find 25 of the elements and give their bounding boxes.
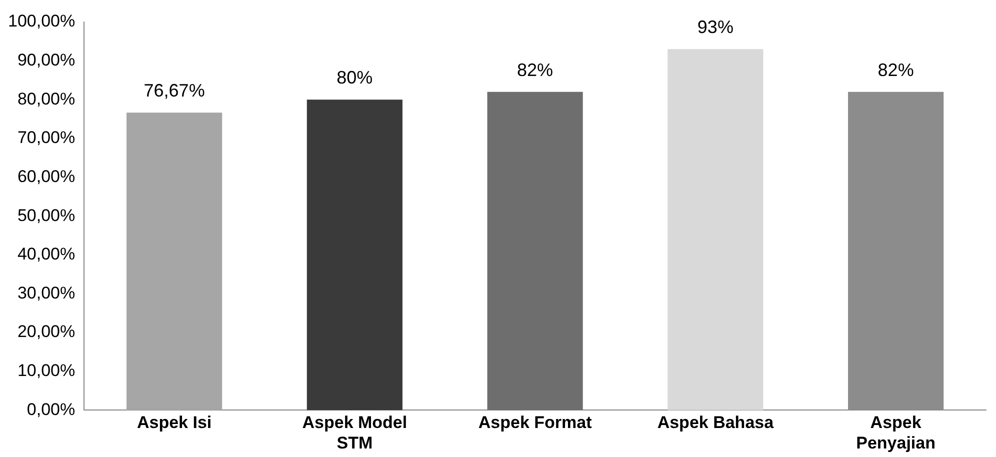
y-tick-label: 60,00% — [17, 166, 76, 186]
data-label: 80% — [336, 68, 373, 88]
y-tick-label: 30,00% — [17, 283, 76, 302]
data-label: 93% — [697, 17, 734, 38]
data-label: 82% — [517, 60, 554, 80]
y-tick-label: 10,00% — [17, 361, 76, 380]
y-tick-label: 50,00% — [17, 206, 76, 225]
y-tick-label: 0,00% — [26, 400, 76, 419]
bar — [668, 49, 764, 410]
y-tick-label: 90,00% — [17, 50, 76, 70]
data-label: 82% — [878, 60, 914, 80]
x-tick-label: Aspek Bahasa — [657, 413, 774, 432]
x-tick-label: Aspek Model STM — [302, 413, 408, 452]
y-tick-label: 40,00% — [17, 244, 76, 264]
bar — [487, 92, 583, 410]
data-label: 76,67% — [144, 80, 205, 101]
y-tick-label: 20,00% — [17, 322, 76, 342]
y-tick-label: 70,00% — [17, 128, 76, 148]
x-tick-label: Aspek Isi — [136, 413, 212, 432]
y-tick-label: 80,00% — [17, 89, 76, 108]
bar — [126, 112, 222, 410]
x-tick-label: Aspek Penyajian — [856, 413, 936, 452]
y-tick-label: 100,00% — [8, 12, 76, 31]
bar — [306, 100, 402, 410]
x-tick-label: Aspek Format — [478, 413, 592, 432]
